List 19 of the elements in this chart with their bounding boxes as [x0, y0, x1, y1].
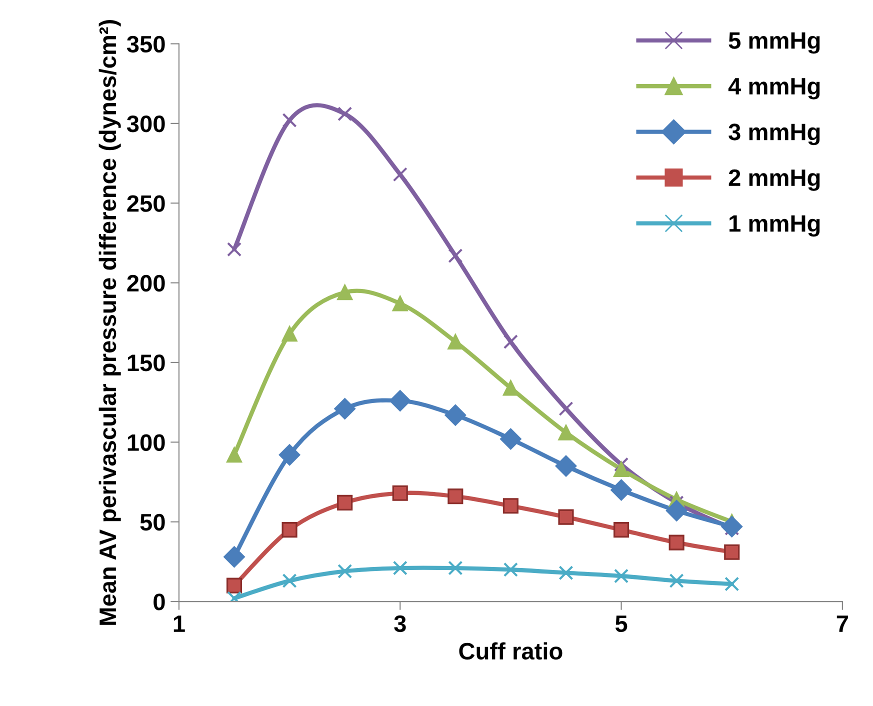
x-tick-label: 3 — [394, 615, 406, 632]
y-axis-title: Mean AV perivascular pressure difference (dynes/cm²) — [98, 20, 121, 625]
x-tick-label: 1 — [174, 616, 185, 632]
legend-label: 2 mmHg — [728, 169, 820, 191]
y-tick-label: 200 — [127, 274, 165, 292]
x-tick-label: 5 — [615, 616, 628, 632]
y-tick-label: 250 — [127, 195, 165, 212]
legend-label: 1 mmHg — [730, 215, 820, 237]
y-tick-label: 350 — [126, 36, 165, 53]
legend-label: 5 mmHg — [728, 32, 820, 54]
x-tick-label: 7 — [836, 616, 848, 632]
y-tick-label: 100 — [128, 434, 165, 451]
legend-label: 4 mmHg — [728, 78, 820, 100]
legend-label: 3 mmHg — [728, 124, 820, 146]
y-tick-label: 50 — [140, 514, 165, 531]
y-tick-label: 150 — [128, 354, 165, 372]
y-tick-label: 0 — [154, 594, 165, 610]
y-tick-label: 300 — [126, 116, 165, 132]
x-axis-title: Cuff ratio — [459, 642, 562, 660]
